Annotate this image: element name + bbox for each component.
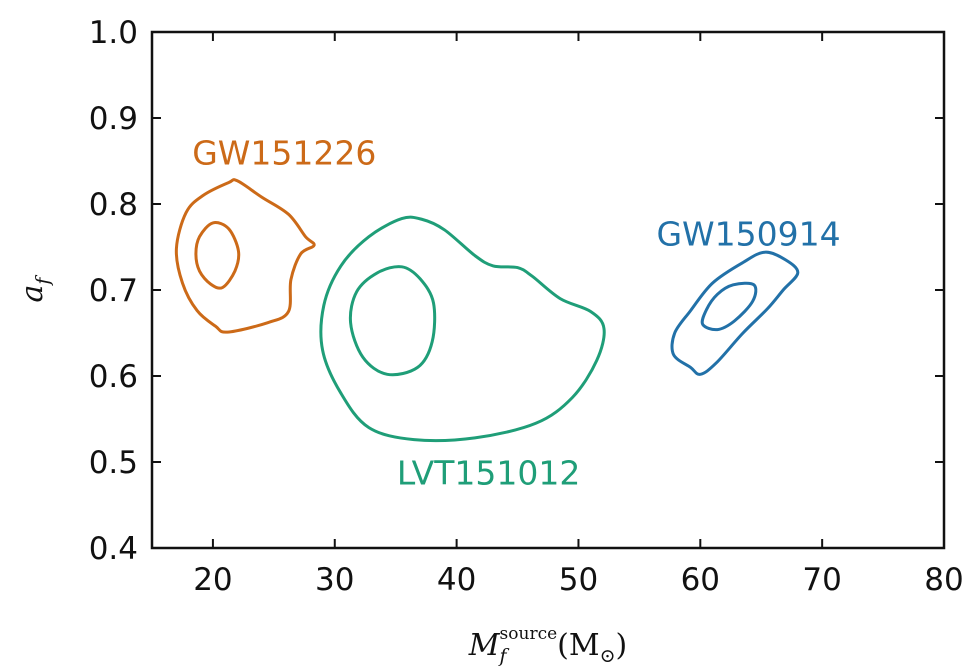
y-axis-label-main: a — [15, 285, 50, 303]
x-tick-label: 40 — [437, 562, 476, 598]
gw150914-contour-outer — [670, 250, 800, 376]
y-tick-label: 0.8 — [89, 187, 138, 223]
x-tick-label: 80 — [924, 562, 963, 598]
y-tick-label: 0.4 — [89, 531, 138, 567]
gw151226-contour-outer — [174, 178, 316, 334]
label-gw151226: GW151226 — [192, 133, 376, 172]
x-axis-label-unit: (M — [557, 628, 599, 663]
x-tick-label: 50 — [559, 562, 598, 598]
x-axis-label-sub: f — [497, 645, 509, 667]
y-tick-label: 0.9 — [89, 101, 138, 137]
y-axis-ticks: 0.4 0.5 0.6 0.7 0.8 0.9 1.0 — [89, 15, 944, 567]
y-axis-label: af — [15, 275, 54, 303]
x-axis-label-main: M — [468, 628, 501, 663]
label-lvt151012: LVT151012 — [397, 453, 580, 492]
x-axis-label-unit-sub: ⊙ — [600, 645, 616, 667]
x-axis-label-sup: source — [500, 624, 558, 644]
y-axis-label-sub: f — [32, 275, 54, 287]
x-tick-label: 70 — [802, 562, 841, 598]
y-tick-label: 1.0 — [89, 15, 138, 51]
x-tick-label: 30 — [315, 562, 354, 598]
gw151226-contour-inner — [194, 221, 241, 290]
annotation-layer: GW151226 LVT151012 GW150914 — [192, 133, 840, 492]
x-tick-label: 60 — [681, 562, 720, 598]
lvt151012-contour-outer — [319, 215, 606, 443]
y-tick-label: 0.7 — [89, 273, 138, 309]
x-tick-label: 20 — [193, 562, 232, 598]
x-axis-label: Mfsource(M⊙) — [468, 624, 627, 667]
y-tick-label: 0.5 — [89, 445, 138, 481]
label-gw150914: GW150914 — [656, 214, 840, 253]
gw150914-contour-inner — [700, 281, 758, 332]
contour-layer — [174, 178, 800, 443]
lvt151012-contour-inner — [348, 265, 437, 377]
y-tick-label: 0.6 — [89, 359, 138, 395]
x-axis-ticks: 20 30 40 50 60 70 80 — [193, 32, 964, 598]
x-axis-label-unit-close: ) — [616, 628, 628, 663]
